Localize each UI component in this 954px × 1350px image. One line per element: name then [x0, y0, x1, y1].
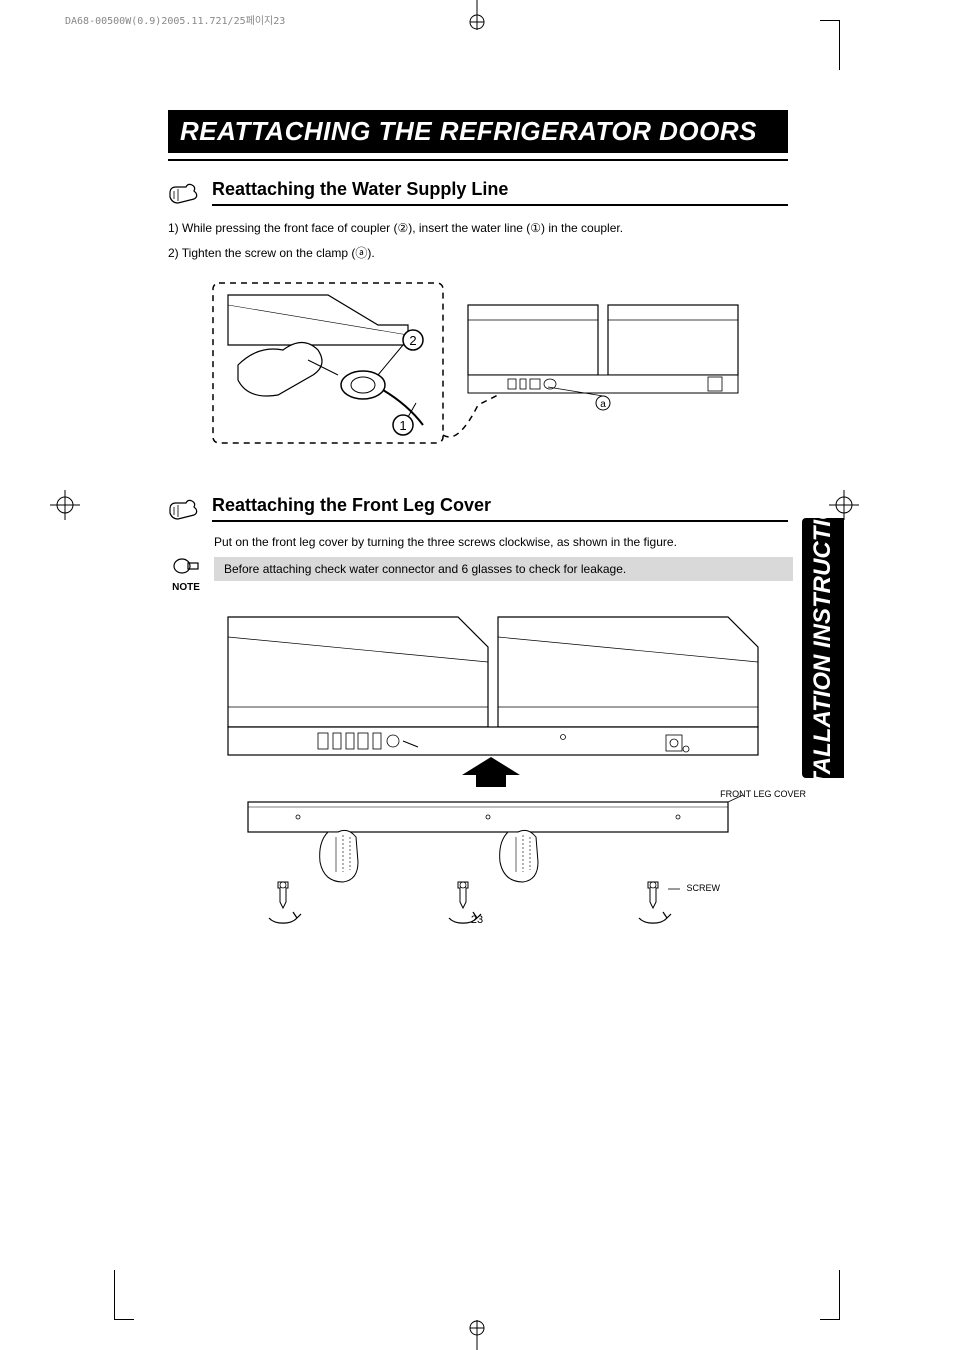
- svg-text:a: a: [600, 399, 606, 410]
- diagram-water-line: 2 1: [208, 275, 768, 455]
- pointing-hand-icon: [168, 179, 200, 207]
- svg-text:1: 1: [399, 418, 406, 433]
- section-title: Reattaching the Water Supply Line: [212, 179, 788, 206]
- crop-mark-icon: [462, 0, 492, 30]
- note-hand-icon: [172, 557, 200, 575]
- body-text: Put on the front leg cover by turning th…: [214, 535, 793, 549]
- side-tab: INSTALLATION INSTRUCTIONS: [802, 518, 844, 778]
- section-header: Reattaching the Front Leg Cover: [168, 495, 793, 523]
- crop-mark-icon: [462, 1320, 492, 1350]
- side-tab-label: INSTALLATION INSTRUCTIONS: [809, 468, 837, 827]
- print-header: DA68-00500W(0.9)2005.11.721/25페이지23: [65, 12, 285, 27]
- pointing-hand-icon: [168, 495, 200, 523]
- crop-mark-icon: [50, 490, 80, 520]
- note-text: Before attaching check water connector a…: [214, 557, 793, 581]
- step-text: 1) While pressing the front face of coup…: [168, 219, 793, 238]
- crop-mark-icon: [839, 1270, 859, 1320]
- svg-text:2: 2: [409, 333, 416, 348]
- section-title: Reattaching the Front Leg Cover: [212, 495, 788, 522]
- callout-screw: SCREW: [687, 883, 721, 893]
- note-row: NOTE Before attaching check water connec…: [168, 557, 793, 593]
- callout-front-leg-cover: FRONT LEG COVER: [720, 789, 806, 799]
- page: DA68-00500W(0.9)2005.11.721/25페이지23 REAT…: [0, 0, 954, 1350]
- content-area: REATTACHING THE REFRIGERATOR DOORS Reatt…: [168, 110, 793, 967]
- note-label: NOTE: [168, 582, 204, 593]
- title-underline: [168, 159, 788, 161]
- step-text: 2) Tighten the screw on the clamp (ⓐ).: [168, 244, 793, 263]
- diagram-leg-cover: FRONT LEG COVER SCREW: [208, 607, 768, 927]
- page-title: REATTACHING THE REFRIGERATOR DOORS: [168, 110, 788, 153]
- section-header: Reattaching the Water Supply Line: [168, 179, 793, 207]
- crop-mark-icon: [95, 1270, 115, 1320]
- page-number: 23: [471, 914, 483, 926]
- crop-mark-icon: [839, 20, 859, 70]
